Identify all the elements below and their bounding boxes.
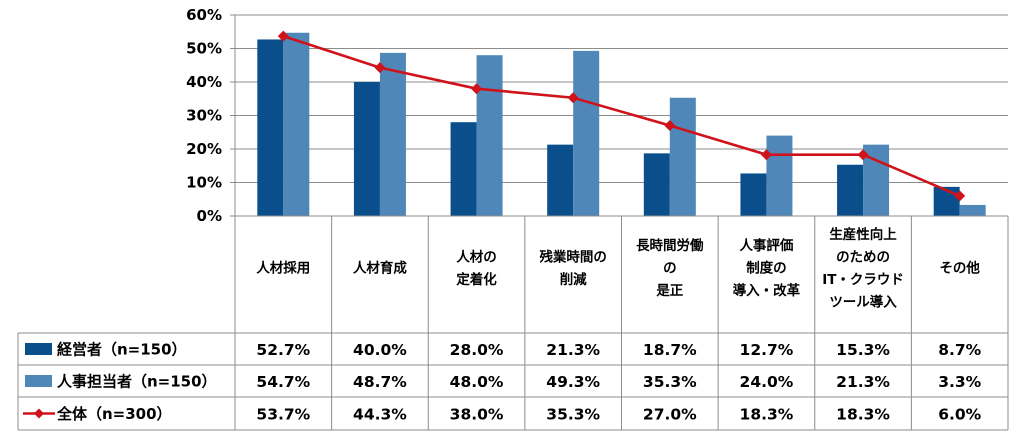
y-tick-label: 30%	[186, 107, 222, 125]
line-point	[664, 120, 676, 132]
data-label: 54.7%	[256, 373, 310, 391]
data-label: 38.0%	[450, 406, 504, 424]
line-point	[567, 92, 579, 104]
line-point	[954, 190, 966, 202]
data-label: 40.0%	[353, 341, 407, 359]
bar	[547, 144, 574, 216]
data-label: 35.3%	[546, 406, 600, 424]
data-label: 52.7%	[256, 341, 310, 359]
bar	[257, 39, 284, 216]
y-tick-label: 50%	[186, 40, 222, 58]
data-label: 21.3%	[836, 373, 890, 391]
line-point	[471, 83, 483, 95]
bar	[837, 164, 864, 216]
line-point	[857, 149, 869, 161]
legend-label: 人事担当者（n=150）	[57, 373, 217, 391]
category-label: 長時間労働の是正	[636, 237, 704, 299]
bar	[573, 50, 600, 216]
line-point	[760, 149, 772, 161]
data-label: 24.0%	[740, 373, 794, 391]
category-label: 人事評価制度の導入・改革	[733, 237, 801, 299]
line-point	[277, 30, 289, 42]
bar	[643, 153, 670, 216]
series-line	[282, 34, 961, 198]
line-series	[277, 30, 966, 202]
bar	[379, 52, 406, 217]
y-tick-label: 10%	[186, 174, 222, 192]
category-label: 残業時間の削減	[539, 248, 607, 288]
data-label: 53.7%	[256, 406, 310, 424]
category-label: 人材の定着化	[456, 248, 497, 288]
legend-key-marker	[34, 408, 44, 419]
bar	[283, 32, 310, 216]
legend-label: 経営者（n=150）	[57, 341, 187, 359]
data-label: 35.3%	[643, 373, 697, 391]
bar	[353, 82, 380, 216]
data-label: 48.7%	[353, 373, 407, 391]
data-label: 28.0%	[450, 341, 504, 359]
line-point	[374, 62, 386, 74]
data-label: 3.3%	[938, 373, 981, 391]
y-tick-label: 60%	[186, 6, 222, 24]
bar	[476, 55, 503, 217]
data-label: 49.3%	[546, 373, 600, 391]
data-label: 12.7%	[740, 341, 794, 359]
data-label: 15.3%	[836, 341, 890, 359]
bars	[257, 32, 986, 217]
bar	[959, 204, 986, 216]
legend-key	[25, 343, 52, 355]
bar	[669, 97, 696, 216]
data-label: 18.3%	[740, 406, 794, 424]
legend-label: 全体（n=300）	[56, 405, 172, 423]
data-label: 44.3%	[353, 406, 407, 424]
category-label: その他	[939, 260, 980, 277]
data-table: 人材採用 人材育成 人材の定着化 残業時間の削減長時間労働の是正人事評価制度の導入・改…	[17, 215, 1009, 431]
data-label: 8.7%	[938, 341, 981, 359]
gridlines	[235, 14, 1008, 183]
data-label: 27.0%	[643, 406, 697, 424]
data-label: 18.7%	[643, 341, 697, 359]
bar	[766, 135, 793, 216]
y-axis: 0% 10% 20% 30% 40% 50% 60%	[186, 6, 236, 430]
bar	[740, 173, 767, 216]
y-tick-label: 20%	[186, 140, 222, 158]
legend-key	[25, 375, 52, 387]
category-label: 人材採用	[256, 260, 310, 277]
category-label: 生産性向上のための IT・クラウドツール導入	[822, 226, 904, 311]
data-label: 21.3%	[546, 341, 600, 359]
data-label: 6.0%	[938, 406, 981, 424]
bar	[450, 122, 477, 216]
data-label: 48.0%	[450, 373, 504, 391]
category-label: 人材育成	[353, 260, 407, 277]
y-tick-label: 0%	[197, 207, 222, 225]
data-label: 18.3%	[836, 406, 890, 424]
y-tick-label: 40%	[186, 73, 222, 91]
